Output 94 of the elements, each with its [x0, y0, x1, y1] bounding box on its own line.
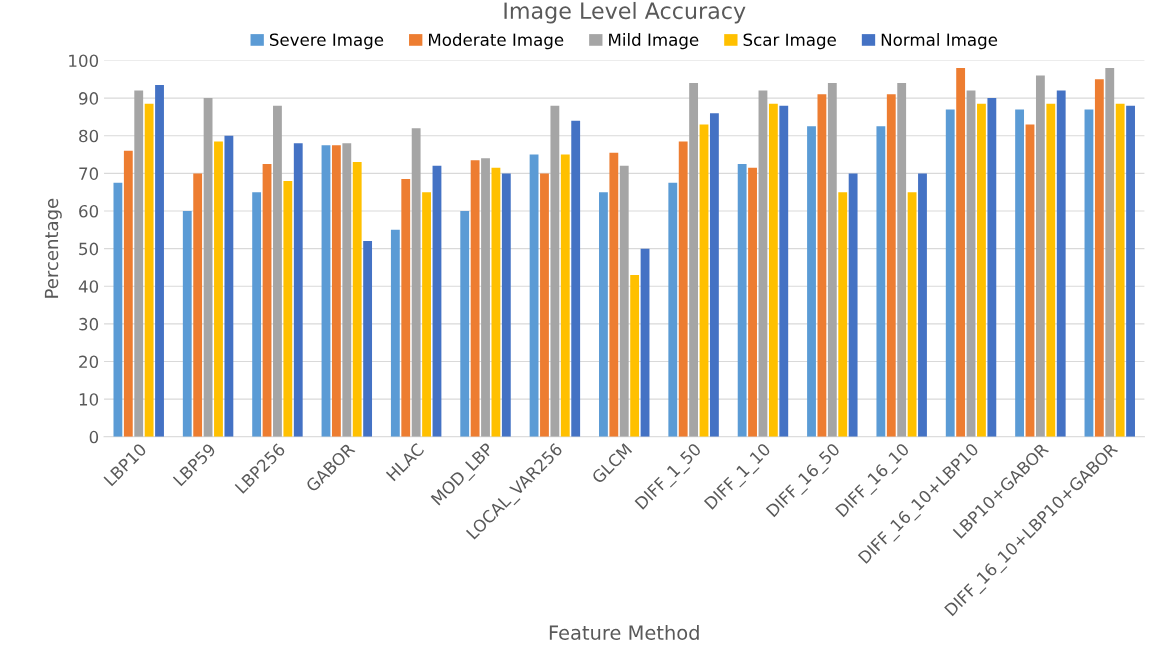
bar	[977, 103, 986, 437]
bar	[1015, 109, 1025, 437]
bar	[848, 173, 858, 437]
bar	[460, 211, 470, 437]
y-tick-label: 60	[79, 204, 99, 218]
bar	[411, 128, 421, 437]
bar	[352, 162, 362, 437]
bar	[758, 90, 768, 437]
bar	[283, 180, 293, 437]
bar	[262, 163, 272, 437]
bar	[630, 274, 640, 437]
bar	[529, 154, 539, 437]
bar	[155, 84, 164, 437]
bar	[252, 192, 262, 437]
y-tick-label: 50	[79, 242, 99, 256]
bar	[827, 83, 837, 437]
y-tick-label: 100	[69, 54, 99, 68]
chart-title: Image Level Accuracy	[504, 1, 746, 24]
bar	[599, 192, 608, 437]
y-tick-label: 10	[79, 393, 99, 406]
bar	[1094, 79, 1104, 437]
bar	[1084, 109, 1094, 437]
bar	[907, 192, 917, 437]
bar	[113, 182, 123, 437]
bar	[550, 105, 560, 437]
bar	[886, 94, 896, 437]
bar	[560, 154, 570, 437]
bar	[432, 165, 442, 437]
y-tick-label: 80	[79, 129, 99, 143]
bar	[501, 173, 511, 437]
bar	[470, 160, 480, 437]
bar	[817, 94, 827, 437]
bar	[699, 124, 709, 437]
bar	[619, 165, 629, 437]
x-axis-title: Feature Method	[549, 624, 699, 641]
bar	[1046, 103, 1056, 437]
bar	[182, 211, 192, 437]
bar	[203, 98, 213, 437]
bar	[1056, 90, 1066, 437]
bar	[897, 83, 907, 437]
y-axis-title: Percentage	[44, 198, 62, 298]
bar	[144, 103, 154, 437]
bar	[987, 98, 997, 437]
bar	[214, 141, 223, 437]
bar	[540, 173, 549, 437]
bar	[737, 163, 747, 437]
bar	[293, 143, 303, 437]
bar	[1025, 124, 1035, 437]
legend-label: Moderate Image	[429, 33, 564, 50]
bar	[945, 109, 955, 437]
bar	[571, 120, 581, 437]
legend-label: Normal Image	[881, 33, 998, 50]
bar	[481, 158, 490, 437]
y-tick-label: 30	[79, 317, 99, 331]
bar	[1105, 68, 1115, 437]
bar	[768, 103, 778, 437]
y-tick-label: 70	[79, 167, 99, 180]
bar	[966, 90, 976, 437]
legend-label: Severe Image	[269, 33, 384, 50]
bar	[956, 68, 966, 437]
y-tick-label: 90	[79, 92, 99, 105]
bar	[668, 182, 678, 437]
y-tick-label: 20	[79, 355, 99, 369]
bar	[779, 105, 789, 437]
bar	[193, 173, 203, 437]
bar	[491, 167, 501, 437]
bar	[709, 113, 719, 437]
bar	[123, 150, 133, 437]
bar	[401, 179, 411, 437]
bar	[342, 143, 352, 437]
bar	[1126, 105, 1135, 437]
bar	[838, 192, 848, 437]
bar	[689, 83, 699, 437]
bar	[390, 229, 400, 437]
legend-label: Scar Image	[743, 33, 836, 50]
bar	[609, 152, 619, 437]
y-tick-label: 40	[78, 280, 99, 293]
bar	[273, 105, 282, 437]
bar	[678, 141, 688, 437]
bar	[224, 135, 234, 437]
bar	[134, 90, 144, 437]
legend-label: Mild Image	[609, 33, 699, 50]
bar	[363, 241, 373, 437]
bar	[918, 173, 927, 437]
bar	[640, 248, 650, 437]
bar	[1115, 103, 1125, 437]
bar	[876, 126, 886, 437]
bar	[321, 145, 331, 437]
bar	[331, 145, 341, 437]
bar	[422, 192, 431, 437]
bar	[748, 167, 757, 437]
y-tick-label: 0	[89, 430, 99, 444]
bar	[1035, 75, 1045, 437]
bar	[807, 126, 816, 437]
